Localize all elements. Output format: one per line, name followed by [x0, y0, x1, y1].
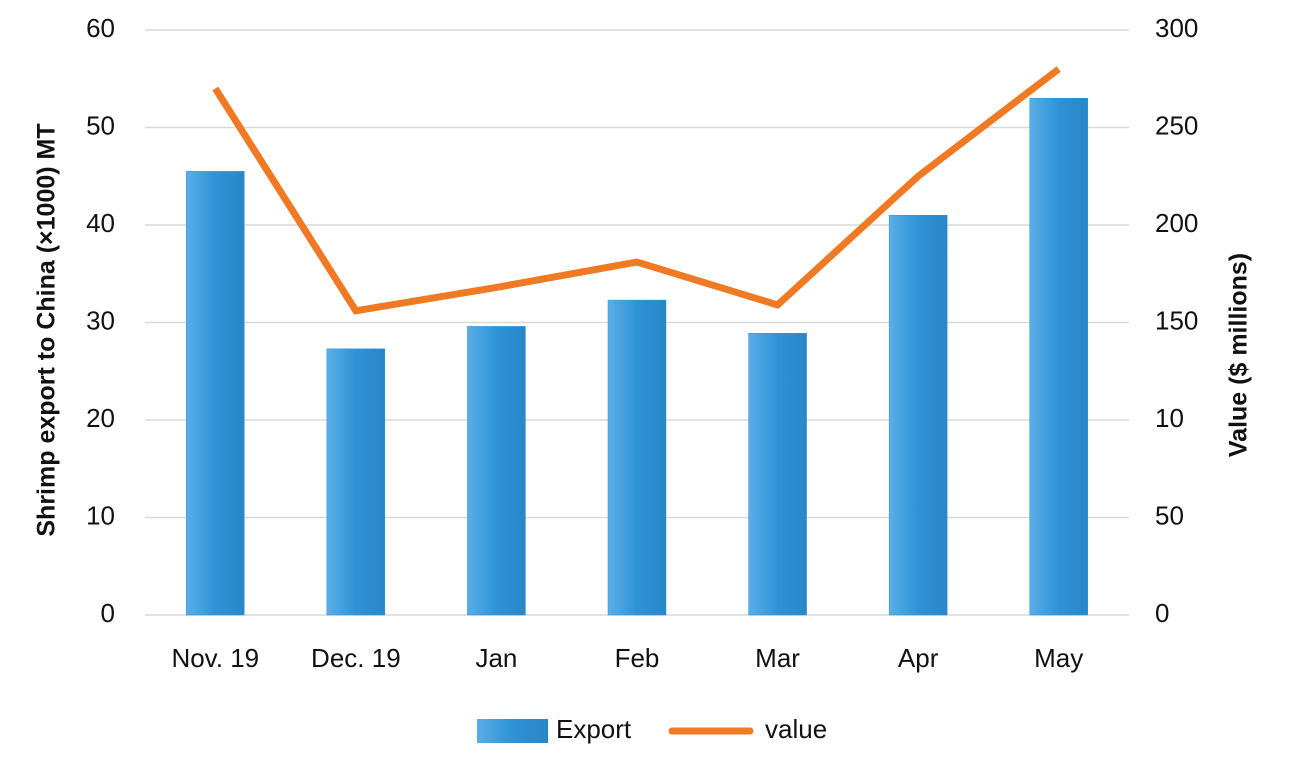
- bar: [888, 215, 948, 616]
- y2-tick-label: 300: [1155, 13, 1198, 43]
- y-tick-label: 20: [86, 403, 115, 433]
- y-tick-label: 50: [86, 110, 115, 140]
- y2-tick-label: 200: [1155, 208, 1198, 238]
- x-tick-label: Dec. 19: [311, 643, 401, 673]
- y-tick-label: 0: [101, 598, 115, 628]
- x-tick-label: Nov. 19: [171, 643, 259, 673]
- legend-label: value: [765, 714, 827, 744]
- y-axis-title: Shrimp export to China (×1000) MT: [33, 123, 61, 536]
- x-tick-label: Mar: [755, 643, 800, 673]
- y2-tick-label: 150: [1155, 305, 1198, 335]
- x-tick-label: Feb: [615, 643, 660, 673]
- legend-swatch: [477, 719, 548, 743]
- y2-tick-label: 250: [1155, 110, 1198, 140]
- bar: [607, 299, 667, 616]
- y2-tick-label: 0: [1155, 598, 1169, 628]
- y-tick-label: 10: [86, 500, 115, 530]
- x-tick-label: May: [1034, 643, 1083, 673]
- legend-label: Export: [556, 714, 632, 744]
- y-tick-label: 60: [86, 13, 115, 43]
- bar: [748, 332, 807, 616]
- bar: [186, 171, 245, 616]
- bar: [467, 326, 526, 616]
- x-tick-label: Apr: [898, 643, 939, 673]
- y2-tick-label: 50: [1155, 500, 1184, 530]
- y-tick-label: 40: [86, 208, 115, 238]
- line: [212, 66, 1061, 315]
- bar: [326, 348, 386, 616]
- bar: [1029, 98, 1088, 616]
- y-tick-label: 30: [86, 305, 115, 335]
- y2-axis-title: Value ($ millions): [1225, 253, 1253, 457]
- y2-tick-label: 10: [1155, 403, 1184, 433]
- x-tick-label: Jan: [475, 643, 517, 673]
